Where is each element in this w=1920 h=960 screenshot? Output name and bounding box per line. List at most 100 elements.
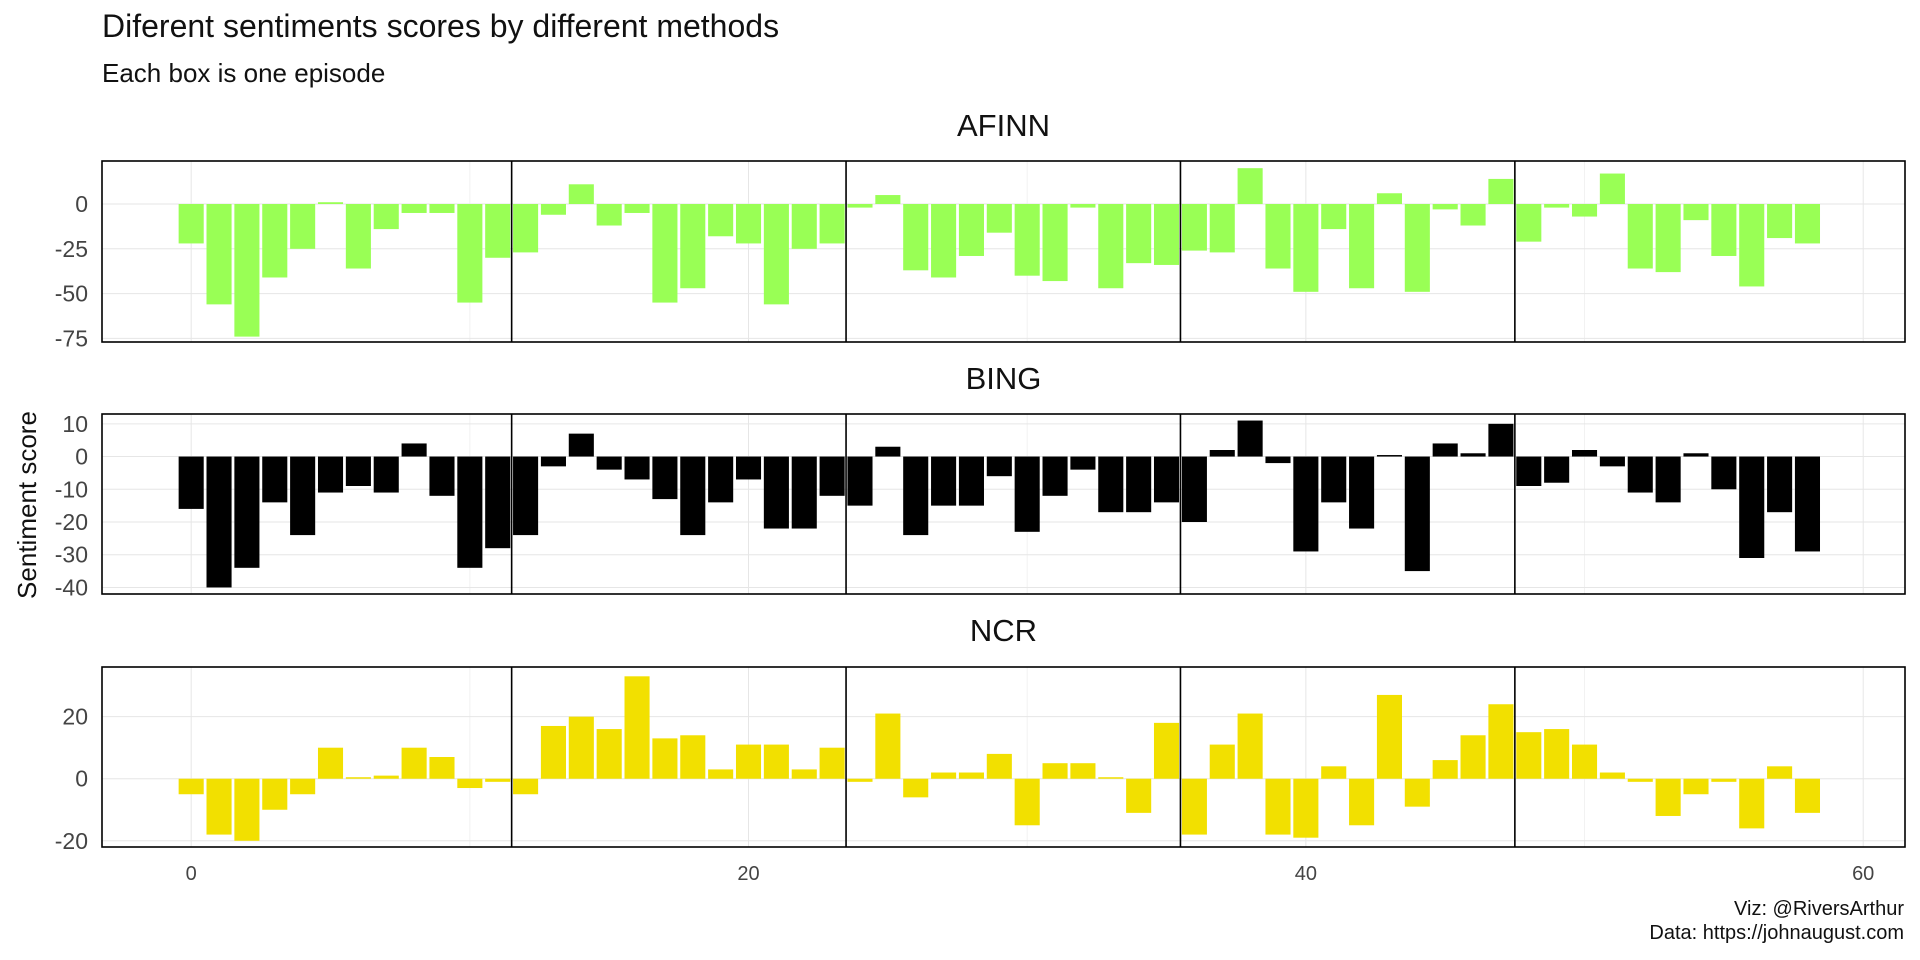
bing-bar <box>819 456 845 496</box>
ncr-bar <box>513 778 539 795</box>
bing-y-tick-label: 10 <box>62 411 88 437</box>
bing-bar <box>931 456 957 506</box>
bing-bar <box>1683 453 1709 457</box>
bing-bar <box>1070 456 1096 470</box>
bing-panel-title: BING <box>966 361 1042 396</box>
afinn-bar <box>345 204 371 269</box>
bing-y-tick-label: -30 <box>55 542 88 568</box>
afinn-bar <box>513 204 539 253</box>
caption-viz: Viz: @RiversArthur <box>1734 898 1904 920</box>
ncr-bar <box>401 747 427 779</box>
afinn-bar <box>1237 168 1263 205</box>
bing-bar <box>1042 456 1068 496</box>
ncr-bar <box>819 747 845 779</box>
ncr-bar <box>958 772 984 779</box>
ncr-bar <box>791 769 817 779</box>
ncr-bar <box>708 769 734 779</box>
ncr-bar <box>1794 778 1821 813</box>
ncr-bar <box>178 778 204 795</box>
ncr-y-tick-label: 20 <box>62 704 88 730</box>
ncr-bar <box>568 716 594 779</box>
afinn-bar <box>178 204 204 244</box>
ncr-bar <box>317 747 344 779</box>
ncr-bar <box>206 778 232 835</box>
bing-bar <box>680 456 706 536</box>
ncr-bar <box>1237 713 1263 779</box>
ncr-bar <box>1126 778 1152 813</box>
afinn-bar <box>652 204 678 303</box>
bing-bar <box>1181 456 1207 522</box>
bing-bar <box>401 443 427 457</box>
afinn-bar <box>1098 204 1124 289</box>
afinn-bar <box>206 204 232 305</box>
bing-bar <box>513 456 539 536</box>
afinn-bar <box>1571 204 1598 217</box>
afinn-bar <box>1488 178 1514 205</box>
afinn-bar <box>847 204 873 208</box>
ncr-bar <box>1683 778 1709 795</box>
bing-bar <box>1126 456 1152 513</box>
ncr-bar <box>1293 778 1319 838</box>
bing-bar <box>568 433 594 457</box>
afinn-bar <box>1627 204 1653 269</box>
ncr-bar <box>234 778 260 841</box>
x-tick-label: 0 <box>186 863 197 885</box>
bing-bar <box>540 456 566 467</box>
bing-bar <box>1516 456 1542 486</box>
afinn-bar <box>1070 204 1096 208</box>
bing-bar <box>1767 456 1793 513</box>
ncr-bar <box>1376 694 1402 779</box>
ncr-bar <box>1627 778 1653 782</box>
bing-bar <box>290 456 316 536</box>
bing-bar <box>1794 456 1821 552</box>
ncr-bar <box>1181 778 1207 835</box>
bing-bar <box>345 456 371 486</box>
ncr-bar <box>624 676 650 779</box>
ncr-bar <box>1739 778 1765 829</box>
ncr-bar <box>931 772 957 779</box>
bing-bar <box>1014 456 1040 532</box>
ncr-bar <box>290 778 316 795</box>
ncr-bar <box>1404 778 1430 807</box>
chart-subtitle: Each box is one episode <box>102 58 386 88</box>
bing-bar <box>1098 456 1124 513</box>
ncr-bar <box>1432 760 1458 779</box>
ncr-bar <box>1014 778 1040 826</box>
afinn-bar <box>1181 204 1207 251</box>
bing-y-tick-label: -20 <box>55 509 88 535</box>
ncr-bar <box>1070 763 1096 779</box>
ncr-bar <box>1098 777 1124 779</box>
ncr-bar <box>1599 772 1625 779</box>
bing-bar <box>262 456 288 503</box>
bing-bar <box>1711 456 1737 490</box>
afinn-bar <box>1516 204 1542 242</box>
afinn-bar <box>234 204 260 337</box>
ncr-bar <box>763 744 789 779</box>
ncr-bar <box>875 713 901 779</box>
afinn-bar <box>763 204 789 305</box>
bing-y-tick-label: -10 <box>55 476 88 502</box>
ncr-bar <box>429 757 455 779</box>
afinn-bar <box>1014 204 1040 276</box>
afinn-bar <box>735 204 762 244</box>
x-tick-label: 60 <box>1852 863 1874 885</box>
afinn-bar <box>1042 204 1068 282</box>
ncr-bar <box>485 778 511 782</box>
afinn-bar <box>1544 204 1570 208</box>
afinn-bar <box>931 204 957 278</box>
afinn-bar <box>1349 204 1375 289</box>
ncr-bar <box>345 777 371 779</box>
afinn-bar <box>429 204 455 213</box>
ncr-bar <box>986 753 1012 779</box>
bing-bar <box>234 456 260 568</box>
bing-bar <box>1739 456 1765 558</box>
afinn-bar <box>1739 204 1765 287</box>
afinn-bar <box>986 204 1012 233</box>
ncr-panel-title: NCR <box>970 613 1037 648</box>
afinn-y-tick-label: 0 <box>75 191 88 217</box>
ncr-bar <box>596 729 622 779</box>
ncr-y-tick-label: -20 <box>55 828 88 854</box>
afinn-bar <box>958 204 984 256</box>
bing-bar <box>624 456 650 480</box>
bing-bar <box>1488 423 1514 457</box>
